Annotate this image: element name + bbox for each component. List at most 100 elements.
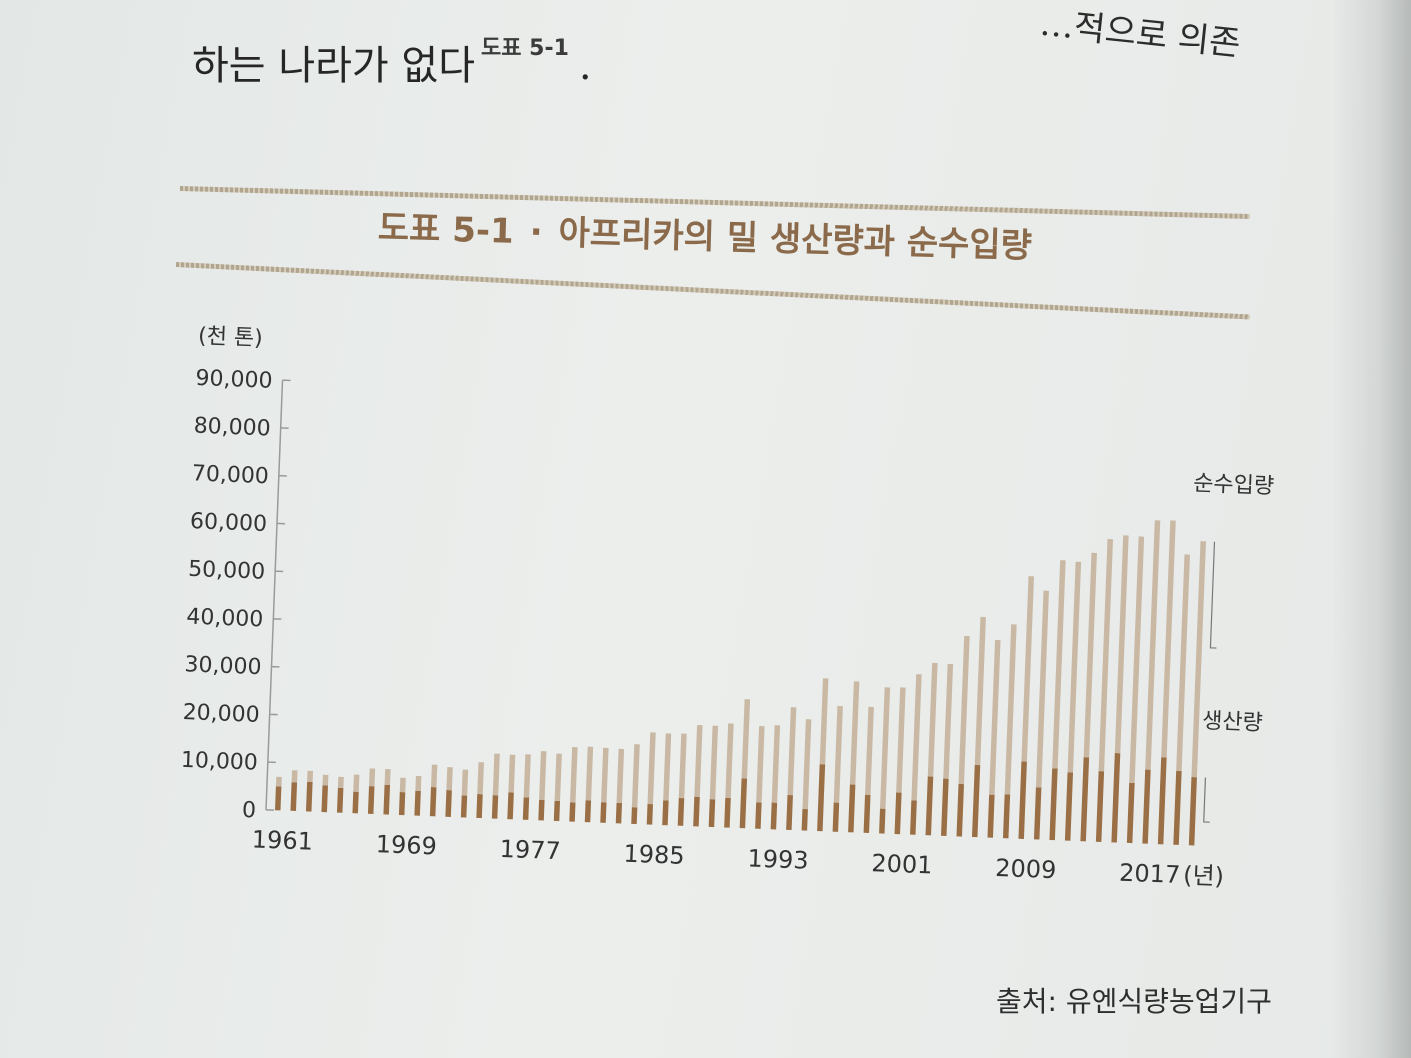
y-tick-label: 70,000	[191, 461, 269, 489]
y-unit-label: (천 톤)	[198, 324, 264, 351]
page-edge-shadow	[1331, 0, 1411, 1058]
bar-production-2004	[941, 778, 949, 836]
bar-net-import-1967	[368, 768, 376, 787]
bar-production-1987	[677, 797, 685, 826]
bar-production-1963	[305, 781, 313, 812]
bar-net-import-1982	[601, 747, 609, 803]
bar-production-2019	[1173, 770, 1182, 845]
bar-production-1973	[460, 795, 468, 818]
bar-net-import-2015	[1114, 535, 1129, 754]
bar-production-2008	[1002, 794, 1011, 839]
x-tick-label: 1985	[623, 840, 685, 870]
bar-production-1986	[662, 800, 669, 826]
bar-production-2000	[879, 808, 886, 834]
bar-production-2002	[910, 800, 917, 835]
x-tick-label: 1961	[251, 825, 313, 855]
bar-net-import-1976	[508, 754, 516, 793]
bar-net-import-2016	[1129, 536, 1145, 783]
bar-production-2016	[1126, 782, 1135, 844]
bar-production-2013	[1080, 757, 1090, 842]
body-text: 하는 나라가 없다	[192, 43, 476, 89]
bar-production-1979	[553, 800, 561, 822]
y-tick-label: 30,000	[184, 652, 262, 680]
bar-net-import-1992	[756, 725, 765, 803]
bar-net-import-1983	[616, 748, 625, 803]
bar-production-2018	[1157, 757, 1167, 845]
bar-net-import-1985	[647, 732, 656, 805]
bar-net-import-2004	[943, 663, 954, 779]
bar-net-import-1966	[353, 774, 360, 792]
bar-production-2010	[1033, 787, 1042, 840]
bar-production-1962	[290, 782, 298, 811]
bar-net-import-1986	[663, 733, 672, 801]
bar-production-1965	[336, 787, 344, 813]
bar-net-import-1998	[849, 681, 860, 785]
bar-production-2011	[1049, 768, 1058, 841]
x-tick-label: 1969	[375, 830, 437, 860]
bar-net-import-2006	[974, 616, 986, 766]
bar-net-import-1994	[787, 707, 797, 796]
bar-production-2006	[971, 764, 981, 838]
bar-net-import-2001	[896, 687, 906, 793]
legend-bracket-net-import	[1209, 541, 1217, 649]
bar-net-import-2014	[1098, 539, 1114, 772]
bar-production-1975	[491, 795, 499, 819]
bar-net-import-1980	[570, 747, 578, 803]
x-unit-label: (년)	[1183, 861, 1225, 891]
bar-production-1983	[615, 802, 623, 824]
bar-production-1968	[383, 784, 391, 815]
bar-net-import-2007	[989, 639, 1001, 795]
bar-net-import-1972	[446, 767, 453, 791]
bar-production-1989	[708, 799, 716, 828]
bar-net-import-1977	[523, 754, 531, 798]
legend-production: 생산량	[1202, 709, 1264, 736]
legend-net-import: 순수입량	[1193, 471, 1275, 499]
bar-net-import-1996	[819, 678, 829, 765]
bar-net-import-1961	[275, 776, 282, 787]
bar-production-1972	[445, 790, 452, 817]
bar-production-1993	[770, 802, 778, 830]
bar-production-2007	[987, 794, 995, 838]
bar-production-2003	[925, 776, 934, 836]
bar-production-1988	[693, 796, 700, 827]
bar-production-1967	[367, 786, 375, 814]
y-tick-label: 50,000	[188, 557, 266, 585]
bar-net-import-2000	[880, 687, 891, 809]
y-tick-label: 10,000	[180, 748, 258, 776]
bar-production-1974	[476, 794, 483, 819]
y-axis-line	[265, 380, 284, 810]
bar-net-import-1981	[585, 746, 594, 801]
bar-production-1992	[755, 802, 762, 829]
bar-production-1982	[600, 802, 607, 823]
bar-net-import-2010	[1035, 590, 1049, 788]
x-tick-label: 2001	[871, 849, 933, 879]
bar-net-import-1984	[631, 744, 640, 808]
bar-production-1970	[414, 790, 421, 816]
bar-net-import-1995	[802, 719, 812, 810]
bar-net-import-1975	[492, 753, 500, 796]
y-tick-label: 40,000	[186, 605, 264, 633]
bar-net-import-2008	[1004, 624, 1017, 795]
bar-production-2009	[1018, 761, 1027, 839]
bar-net-import-2018	[1161, 520, 1176, 758]
bar-production-1996	[817, 764, 826, 832]
bar-net-import-1989	[709, 725, 719, 800]
bar-net-import-1973	[461, 769, 469, 796]
y-tick-label: 60,000	[190, 509, 268, 537]
bar-net-import-1965	[337, 776, 344, 788]
bar-net-import-2020	[1191, 541, 1207, 778]
bar-production-1991	[739, 778, 748, 829]
bar-net-import-2011	[1052, 560, 1066, 769]
bar-production-1999	[863, 794, 871, 834]
bar-net-import-2009	[1021, 576, 1035, 762]
bar-production-1981	[584, 800, 592, 823]
bar-net-import-2019	[1176, 554, 1190, 771]
bar-net-import-1974	[477, 762, 484, 795]
bar-net-import-1997	[833, 706, 843, 803]
bar-net-import-1999	[865, 706, 874, 795]
bar-net-import-1963	[307, 770, 314, 782]
bar-production-2001	[894, 792, 902, 835]
bar-net-import-1990	[725, 723, 734, 799]
x-tick-label: 2009	[995, 854, 1057, 884]
